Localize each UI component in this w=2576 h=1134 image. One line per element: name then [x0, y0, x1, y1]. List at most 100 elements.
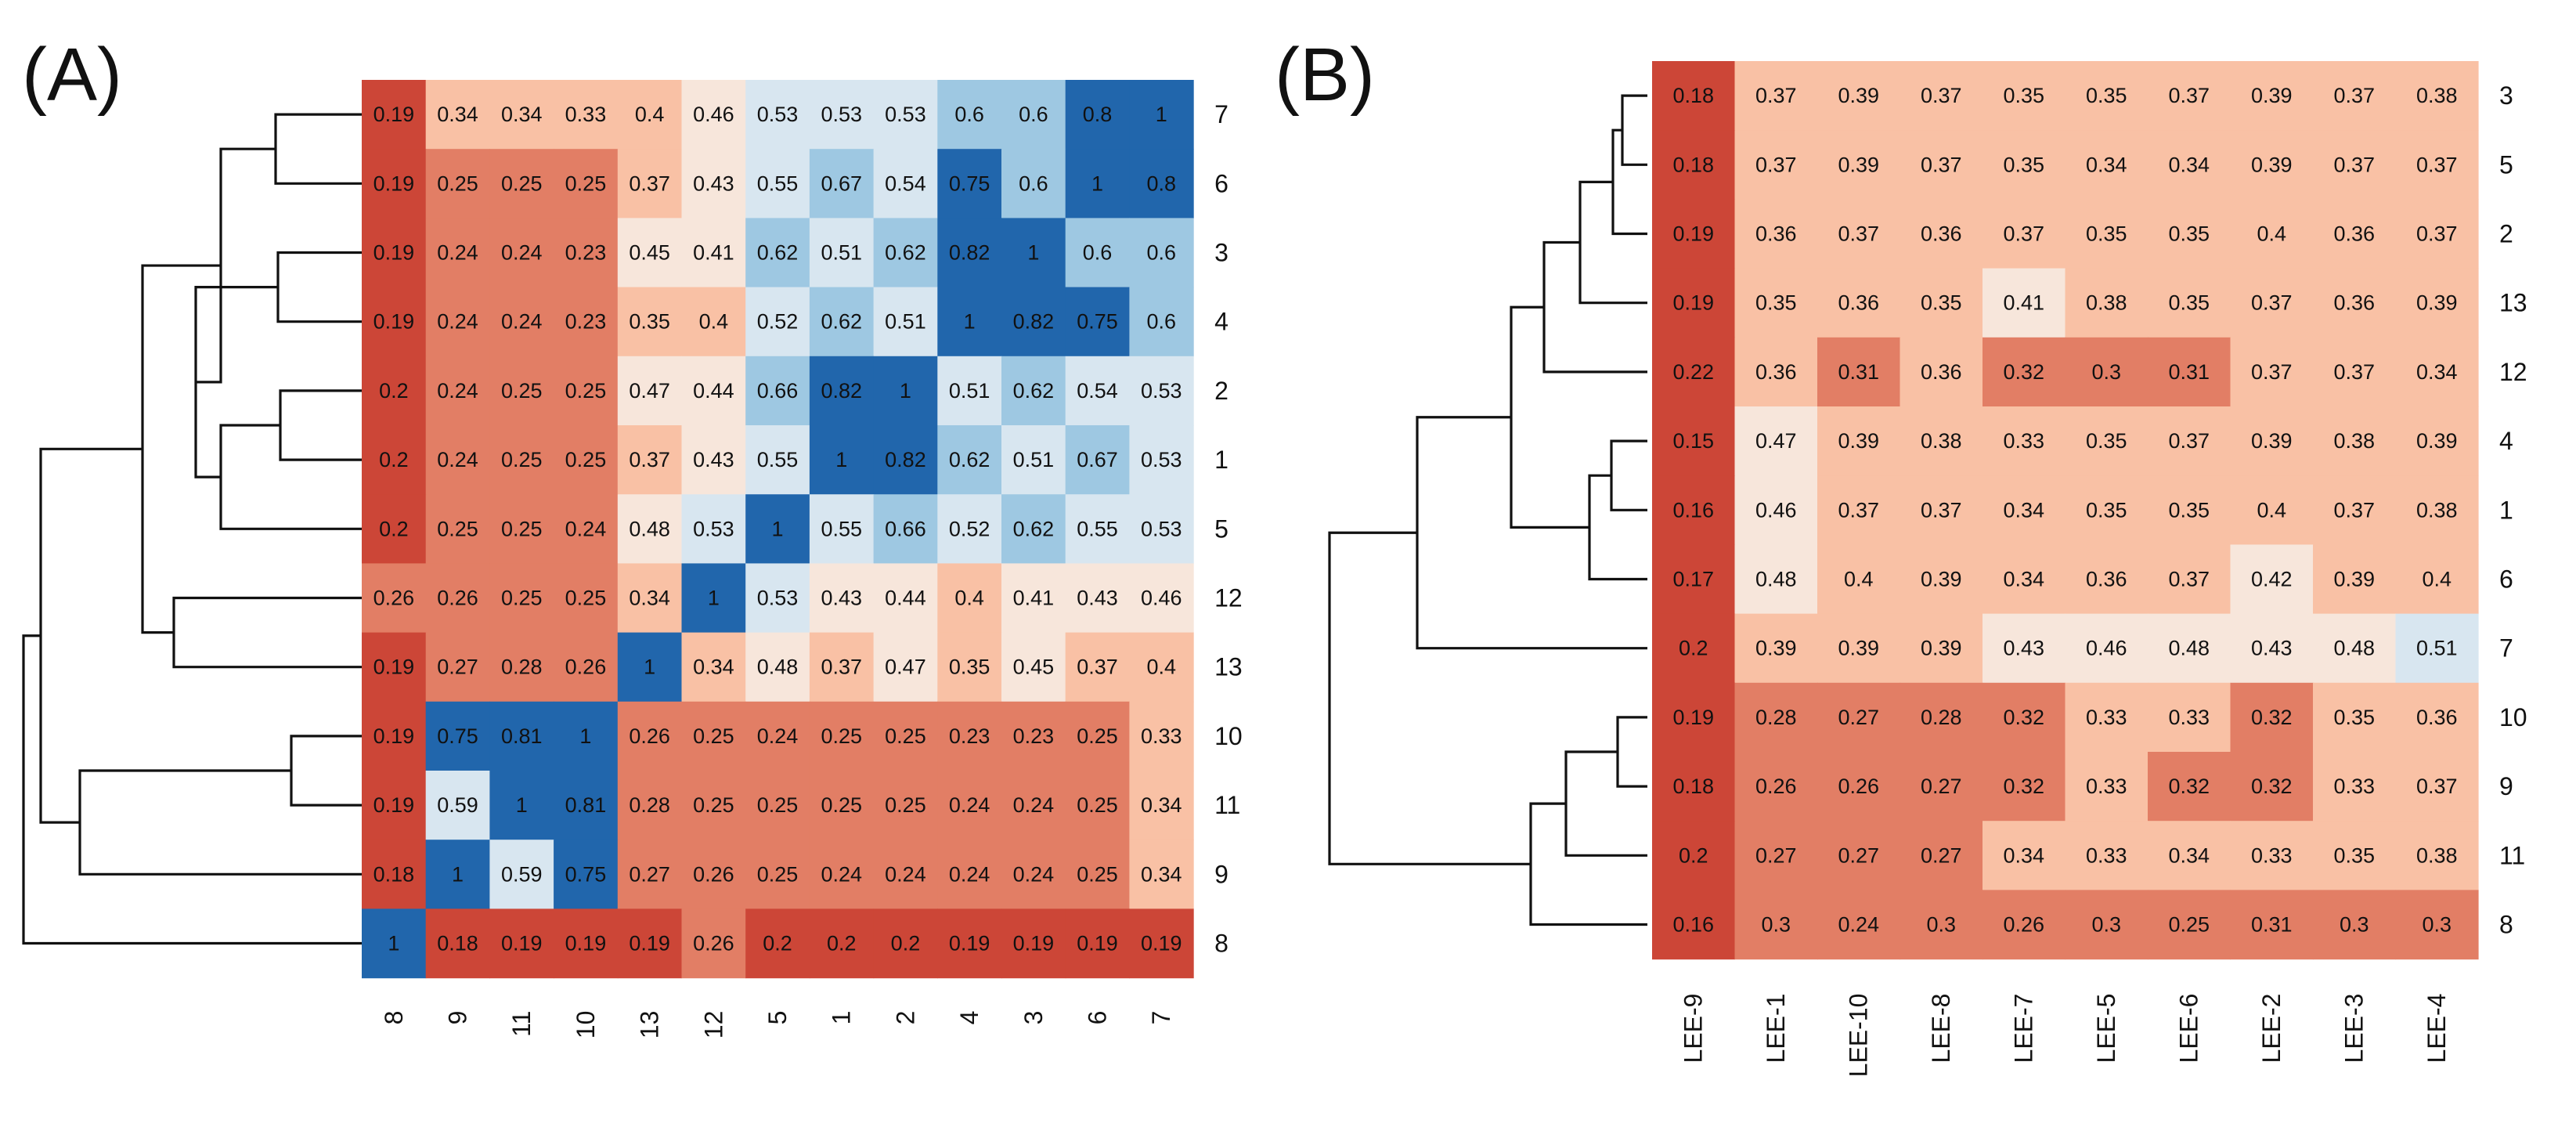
heat-cell	[617, 425, 683, 495]
column-label: 7	[1147, 1011, 1175, 1025]
cell-value: 1	[579, 724, 591, 748]
heat-cell	[937, 771, 1002, 840]
cell-value: 1	[644, 655, 655, 679]
cell-value: 1	[388, 932, 399, 955]
column-label: LEE-6	[2175, 994, 2203, 1064]
cell-value: 0.39	[2416, 429, 2458, 453]
cell-value: 0.43	[1077, 587, 1118, 610]
heat-cell	[873, 632, 938, 702]
cell-value: 0.33	[2003, 429, 2044, 453]
row-label: 7	[1214, 100, 1228, 128]
heat-cell	[1983, 268, 2066, 338]
row-label: 6	[1214, 169, 1228, 197]
cell-value: 1	[835, 448, 847, 471]
heat-cell	[2395, 890, 2479, 960]
heat-cell	[617, 80, 683, 150]
cell-value: 0.37	[1077, 655, 1118, 679]
heat-cell	[1652, 475, 1736, 545]
heat-cell	[937, 908, 1002, 979]
heat-cell	[554, 632, 619, 702]
cell-value: 0.25	[885, 724, 926, 748]
heat-cell	[1900, 268, 1983, 338]
heat-cell	[2395, 61, 2479, 131]
cell-value: 0.19	[1141, 932, 1182, 955]
cell-value: 0.35	[2168, 291, 2210, 315]
heat-cell	[2065, 337, 2148, 407]
heat-cell	[1065, 840, 1130, 909]
column-label: 5	[763, 1011, 792, 1025]
cell-value: 0.37	[629, 448, 670, 471]
heat-cell	[745, 218, 810, 288]
cell-value: 0.62	[949, 448, 990, 471]
cell-value: 0.25	[885, 793, 926, 817]
column-label: 10	[572, 1011, 600, 1039]
cell-value: 0.53	[693, 517, 734, 540]
column-label: 4	[955, 1011, 983, 1025]
cell-value: 0.35	[2333, 706, 2375, 729]
cell-value: 0.36	[2333, 222, 2375, 246]
cell-value: 0.47	[885, 655, 926, 679]
cell-value: 1	[900, 379, 911, 403]
heat-cell	[1129, 840, 1194, 909]
cell-value: 0.36	[1755, 360, 1797, 384]
cell-value: 0.24	[501, 241, 543, 265]
cell-value: 0.19	[565, 932, 607, 955]
cell-value: 0.37	[1755, 153, 1797, 176]
cell-value: 0.34	[2003, 498, 2044, 522]
heat-cell	[1817, 406, 1901, 476]
cell-value: 0.36	[2416, 706, 2458, 729]
cell-value: 0.53	[1141, 448, 1182, 471]
heat-cell	[1001, 425, 1066, 495]
cell-value: 0.38	[1921, 429, 1962, 453]
heat-cell	[425, 840, 490, 909]
heat-cell	[425, 701, 490, 771]
heat-cell	[1129, 701, 1194, 771]
cell-value: 0.43	[693, 448, 734, 471]
heat-cell	[1652, 406, 1736, 476]
column-label: 3	[1019, 1011, 1048, 1025]
row-label: 2	[2499, 220, 2513, 248]
cell-value: 0.24	[565, 517, 607, 540]
cell-value: 0.39	[1921, 568, 1962, 591]
cell-value: 0.31	[2251, 913, 2293, 937]
heat-cell	[681, 563, 746, 634]
heat-cell	[1001, 701, 1066, 771]
heat-cell	[1734, 337, 1818, 407]
heat-cell	[1734, 130, 1818, 200]
cell-value: 0.35	[2003, 84, 2044, 107]
cell-value: 0.82	[821, 379, 862, 403]
panel-label-a: (A)	[22, 33, 122, 117]
cell-value: 0.26	[373, 587, 415, 610]
cell-value: 0.39	[2251, 153, 2293, 176]
heat-cell	[1817, 199, 1901, 269]
heat-cell	[1001, 149, 1066, 218]
cell-value: 0.35	[1921, 291, 1962, 315]
heat-cell	[1983, 199, 2066, 269]
heat-cell	[1129, 80, 1194, 150]
cell-value: 0.25	[693, 724, 734, 748]
heat-cell	[362, 80, 427, 150]
heat-cell	[681, 908, 746, 979]
heat-cell	[489, 356, 554, 426]
heat-cell	[873, 287, 938, 357]
cell-value: 0.28	[501, 655, 543, 679]
heat-cell	[554, 80, 619, 150]
heat-cell	[1900, 613, 1983, 684]
heat-cell	[2230, 268, 2314, 338]
dendrogram-branch	[276, 251, 362, 323]
row-label: 7	[2499, 634, 2513, 663]
heat-cell	[489, 771, 554, 840]
heat-cell	[1652, 752, 1736, 822]
heat-cell	[2065, 544, 2148, 615]
heat-cell	[2148, 475, 2231, 545]
cell-value: 0.24	[949, 793, 990, 817]
cell-value: 0.19	[373, 241, 415, 265]
heat-cell	[809, 218, 875, 288]
cell-value: 0.67	[1077, 448, 1118, 471]
cell-value: 0.45	[1013, 655, 1055, 679]
heat-cell	[2148, 337, 2231, 407]
heat-cell	[2230, 890, 2314, 960]
row-label: 9	[1214, 860, 1228, 888]
cell-value: 0.31	[1838, 360, 1879, 384]
cell-value: 0.32	[2168, 775, 2210, 798]
